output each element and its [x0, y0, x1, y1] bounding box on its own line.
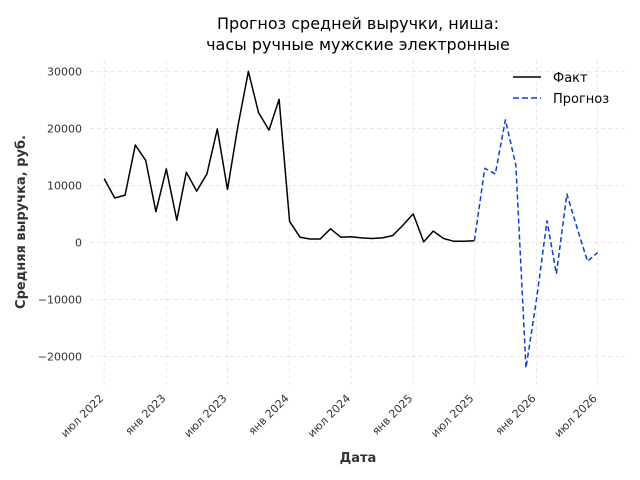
grid	[90, 60, 625, 385]
x-tick-label: июл 2026	[552, 392, 600, 440]
x-axis-label: Дата	[340, 451, 377, 466]
x-tick-label: июл 2024	[305, 392, 353, 440]
y-axis-ticks: −20000 −10000 0 10000 20000 30000	[38, 65, 82, 363]
series-line-fact	[103, 70, 475, 243]
y-tick-label: −10000	[38, 293, 82, 306]
series-layer	[103, 70, 599, 369]
series-line-forecast	[473, 119, 599, 369]
x-tick-label: янв 2024	[246, 392, 292, 438]
y-tick-label: 0	[75, 236, 82, 249]
chart-title-line-1: Прогноз средней выручки, ниша:	[217, 14, 499, 33]
x-axis-ticks: июл 2022 янв 2023 июл 2023 янв 2024 июл 2024…	[58, 392, 599, 440]
legend: Факт Прогноз	[513, 71, 609, 107]
x-tick-label: июл 2025	[428, 392, 476, 440]
y-tick-label: 20000	[47, 122, 82, 135]
y-tick-label: 30000	[47, 65, 82, 78]
chart-title-line-2: часы ручные мужские электронные	[206, 35, 510, 54]
x-tick-label: янв 2023	[123, 392, 169, 438]
y-tick-label: −20000	[38, 350, 82, 363]
x-tick-label: июл 2023	[182, 392, 230, 440]
y-axis-label: Средняя выручка, руб.	[14, 135, 29, 309]
y-tick-label: 10000	[47, 179, 82, 192]
x-tick-label: июл 2022	[58, 392, 106, 440]
x-tick-label: янв 2026	[493, 392, 539, 438]
legend-label-fact: Факт	[553, 71, 588, 86]
legend-label-forecast: Прогноз	[553, 92, 609, 107]
x-tick-label: янв 2025	[370, 392, 416, 438]
